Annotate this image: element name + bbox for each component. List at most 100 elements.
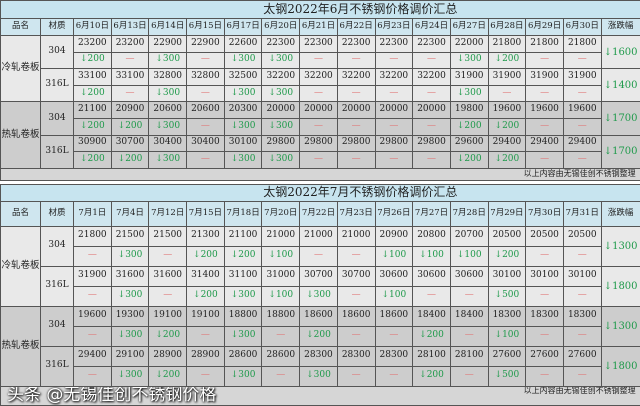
change-cell: ↓200: [111, 118, 149, 135]
price-cell: 19100: [187, 306, 225, 326]
change-cell: ↓100: [450, 246, 488, 266]
price-cell: 28100: [450, 346, 488, 366]
price-cell: 22900: [149, 36, 187, 53]
material: 304: [41, 306, 74, 346]
change-cell: ↓200: [488, 118, 526, 135]
header-date: 7月27日: [413, 201, 451, 226]
price-cell: 32800: [187, 69, 225, 86]
no-change-dash: —: [337, 246, 375, 266]
header-date: 6月20日: [262, 19, 300, 36]
price-cell: 21100: [224, 226, 262, 246]
header-material: 材质: [41, 201, 74, 226]
change-cell: ↓300: [149, 152, 187, 169]
total-change: ↓1700: [601, 135, 640, 168]
price-cell: 19800: [450, 102, 488, 119]
price-cell: 22300: [375, 36, 413, 53]
no-change-dash: —: [563, 366, 601, 386]
price-cell: 31900: [450, 69, 488, 86]
no-change-dash: —: [337, 326, 375, 346]
price-cell: 27600: [488, 346, 526, 366]
material: 316L: [41, 135, 74, 168]
change-cell: ↓200: [450, 152, 488, 169]
no-change-dash: —: [262, 326, 300, 346]
no-change-dash: —: [413, 85, 451, 102]
change-cell: ↓300: [262, 52, 300, 69]
change-row: —↓300—↓200↓300↓100↓300—↓100——↓500——: [1, 286, 640, 306]
product-name: 热轧卷板: [1, 306, 41, 386]
change-cell: ↓300: [224, 286, 262, 306]
header-date: 6月13日: [111, 19, 149, 36]
price-cell: 21800: [563, 36, 601, 53]
no-change-dash: —: [300, 85, 338, 102]
change-cell: ↓200: [413, 326, 451, 346]
price-cell: 19600: [563, 102, 601, 119]
no-change-dash: —: [526, 85, 564, 102]
price-cell: 32200: [337, 69, 375, 86]
change-cell: ↓200: [224, 246, 262, 266]
material: 304: [41, 102, 74, 135]
price-cell: 28300: [300, 346, 338, 366]
change-row: —↓300↓200—↓300—↓200——↓200—↓100——: [1, 326, 640, 346]
change-cell: ↓300: [300, 286, 338, 306]
no-change-dash: —: [74, 326, 112, 346]
header-date: 6月29日: [526, 19, 564, 36]
change-cell: ↓300: [111, 246, 149, 266]
header-product: 品名: [1, 201, 41, 226]
change-cell: ↓200: [74, 52, 112, 69]
price-cell: 33100: [74, 69, 112, 86]
price-cell: 23200: [111, 36, 149, 53]
price-cell: 22600: [224, 36, 262, 53]
no-change-dash: —: [375, 366, 413, 386]
price-cell: 20800: [413, 226, 451, 246]
price-cell: 30600: [375, 266, 413, 286]
price-cell: 20500: [526, 226, 564, 246]
table-title: 太钢2022年7月不锈钢价格调价汇总: [1, 184, 640, 201]
price-cell: 31600: [149, 266, 187, 286]
price-cell: 20900: [375, 226, 413, 246]
price-cell: 31900: [74, 266, 112, 286]
no-change-dash: —: [262, 366, 300, 386]
price-cell: 30400: [187, 135, 225, 152]
price-cell: 18600: [300, 306, 338, 326]
price-cell: 18600: [375, 306, 413, 326]
change-cell: ↓300: [224, 85, 262, 102]
price-cell: 30600: [413, 266, 451, 286]
header-material: 材质: [41, 19, 74, 36]
no-change-dash: —: [526, 366, 564, 386]
change-cell: ↓200: [149, 326, 187, 346]
change-cell: ↓100: [262, 246, 300, 266]
table-footer-note: 以上内容由无锡佳创不锈钢整理: [524, 387, 636, 396]
price-cell: 23200: [74, 36, 112, 53]
no-change-dash: —: [74, 246, 112, 266]
header-date: 7月4日: [111, 201, 149, 226]
no-change-dash: —: [563, 152, 601, 169]
header-date: 7月15日: [187, 201, 225, 226]
price-cell: 19100: [149, 306, 187, 326]
total-change: ↓1400: [601, 69, 640, 102]
price-cell: 29400: [488, 135, 526, 152]
no-change-dash: —: [526, 286, 564, 306]
header-date: 7月29日: [488, 201, 526, 226]
no-change-dash: —: [413, 286, 451, 306]
price-cell: 20000: [262, 102, 300, 119]
no-change-dash: —: [111, 85, 149, 102]
price-cell: 27600: [526, 346, 564, 366]
price-cell: 20000: [413, 102, 451, 119]
no-change-dash: —: [526, 118, 564, 135]
price-cell: 18400: [450, 306, 488, 326]
no-change-dash: —: [337, 52, 375, 69]
price-cell: 31400: [187, 266, 225, 286]
no-change-dash: —: [187, 118, 225, 135]
no-change-dash: —: [526, 52, 564, 69]
price-cell: 28600: [262, 346, 300, 366]
price-cell: 31000: [262, 266, 300, 286]
price-cell: 28300: [375, 346, 413, 366]
price-cell: 32200: [262, 69, 300, 86]
price-cell: 29400: [74, 346, 112, 366]
no-change-dash: —: [375, 52, 413, 69]
price-cell: 32200: [375, 69, 413, 86]
table-footer: 头条 @无锡佳创不锈钢价格以上内容由无锡佳创不锈钢整理: [1, 386, 640, 405]
